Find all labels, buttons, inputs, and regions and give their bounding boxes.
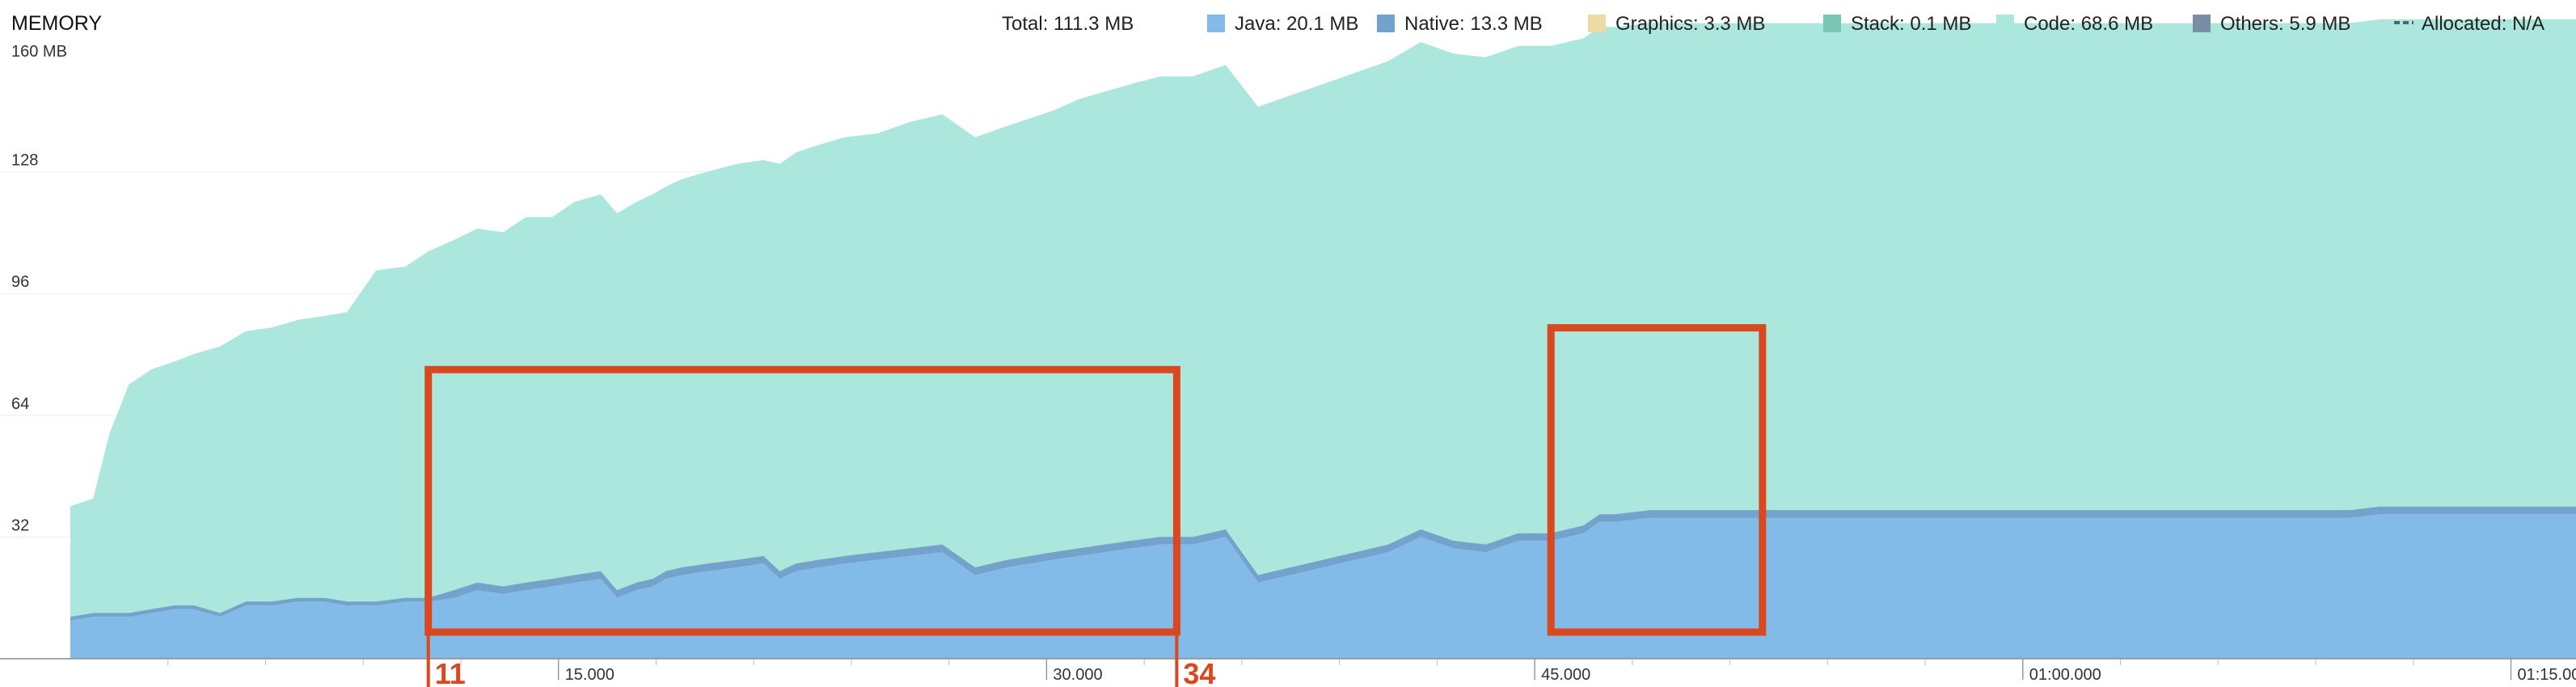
x-tick-label: 01:15.000 <box>2518 666 2576 684</box>
chart-title: MEMORY <box>11 12 102 35</box>
legend-total: Total: 111.3 MB <box>1002 13 1134 35</box>
y-tick-label: 128 <box>11 152 38 170</box>
legend-label-graphics: Graphics: 3.3 MB <box>1615 13 1765 35</box>
y-tick-label: 96 <box>11 273 29 291</box>
highlight-box <box>424 365 1180 636</box>
area-java <box>70 514 2576 659</box>
legend-swatch-java <box>1207 15 1225 32</box>
x-tick-labels: 15.000 30.000 45.000 01:00.000 01:15.000 <box>167 659 2576 684</box>
legend-swatch-others <box>2193 15 2211 32</box>
x-tick-label: 01:00.000 <box>2029 666 2101 684</box>
legend-label-code: Code: 68.6 MB <box>2024 13 2153 35</box>
y-tick-labels: 32 64 96 128 <box>11 152 38 535</box>
y-unit-label: 160 MB <box>11 43 67 61</box>
area-code <box>70 19 2576 617</box>
legend-swatch-stack <box>1823 15 1841 32</box>
legend-label-native: Native: 13.3 MB <box>1404 13 1543 35</box>
legend-label-others: Others: 5.9 MB <box>2220 13 2350 35</box>
legend-label-allocated: Allocated: N/A <box>2422 13 2544 35</box>
x-tick-label: 30.000 <box>1053 666 1102 684</box>
legend-label-stack: Stack: 0.1 MB <box>1851 13 1971 35</box>
marker-label: 11 <box>435 657 466 687</box>
legend: Total: 111.3 MB Java: 20.1 MB Native: 13.… <box>1002 13 2544 35</box>
marker-label: 34 <box>1183 657 1215 687</box>
area-native <box>70 506 2576 621</box>
legend-swatch-native <box>1377 15 1395 32</box>
highlight-boxes <box>424 324 1767 636</box>
stacked-areas <box>70 19 2576 659</box>
x-tick-label: 15.000 <box>565 666 614 684</box>
legend-swatch-code <box>1996 15 2014 32</box>
time-markers: 11 34 <box>426 630 1215 687</box>
y-tick-label: 64 <box>11 395 29 413</box>
x-tick-label: 45.000 <box>1541 666 1590 684</box>
legend-swatch-graphics <box>1588 15 1606 32</box>
highlight-box <box>1547 324 1767 636</box>
legend-label-java: Java: 20.1 MB <box>1235 13 1358 35</box>
y-tick-label: 32 <box>11 516 29 534</box>
